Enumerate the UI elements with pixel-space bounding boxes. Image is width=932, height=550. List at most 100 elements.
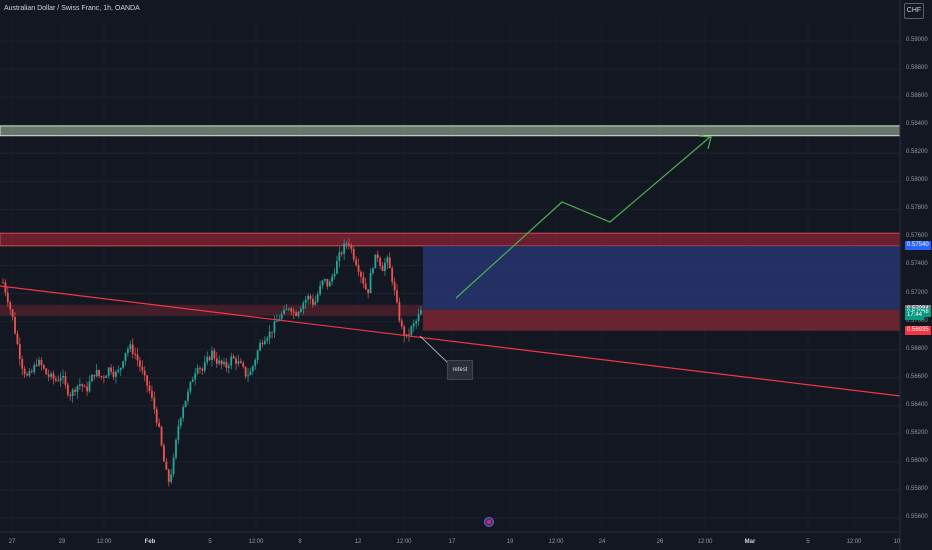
candle-body (165, 461, 168, 470)
time-tick-label: 12:00 (248, 539, 264, 545)
candle-body (158, 422, 161, 427)
candle-body (290, 308, 293, 312)
candle-body (319, 285, 322, 295)
candle-body (343, 243, 346, 254)
candle-body (182, 407, 185, 419)
candle-body (213, 350, 216, 359)
candle-body (42, 365, 45, 369)
candle-body (33, 365, 36, 373)
candle-body (54, 378, 57, 381)
candle-body (384, 262, 386, 271)
candle-body (52, 373, 55, 379)
candle-body (194, 373, 197, 380)
candle-body (340, 252, 343, 254)
time-tick-label: 26 (656, 539, 664, 545)
projection-arrow (455, 136, 711, 299)
time-tick-label: 24 (598, 539, 606, 545)
candle-body (237, 361, 240, 364)
candle-body (163, 445, 165, 462)
candle-body (153, 397, 156, 410)
candle-body (196, 367, 199, 374)
candle-body (66, 384, 69, 395)
candle-body (299, 308, 302, 313)
candle-body (369, 273, 372, 294)
candle-body (287, 308, 290, 310)
price-tick-label: 0.56000 (906, 457, 928, 464)
time-tick-label: 27 (8, 539, 16, 545)
candle-body (14, 317, 16, 334)
price-tick-label: 0.56600 (906, 373, 928, 380)
time-tick-label: 8 (298, 539, 302, 545)
replay-marker-icon[interactable] (484, 517, 494, 527)
candle-body (376, 254, 379, 259)
candle-body (23, 368, 26, 375)
candle-body (249, 371, 252, 376)
candle-body (345, 243, 348, 245)
candle-body (179, 418, 182, 426)
candle-body (172, 457, 175, 475)
target-zone (423, 245, 900, 310)
candle-body (410, 326, 413, 335)
candle-body (115, 371, 117, 377)
candle-body (379, 258, 382, 266)
candle-body (141, 366, 144, 371)
time-tick-label: 17 (448, 539, 456, 545)
candle-body (285, 308, 288, 310)
candle-body (110, 367, 113, 372)
candle-body (273, 321, 276, 333)
candle-body (348, 243, 350, 246)
candle-body (244, 366, 247, 377)
candle-body (83, 386, 86, 388)
candle-body (350, 245, 353, 249)
candle-body (254, 359, 257, 367)
candle-body (199, 367, 201, 369)
candle-body (146, 375, 149, 386)
candle-body (201, 368, 204, 371)
candle-body (302, 302, 305, 309)
candle-body (30, 371, 33, 373)
retest-annotation[interactable]: retest (447, 360, 473, 380)
resistance-zone (0, 125, 901, 137)
supply-zone (0, 232, 901, 247)
candle-body (415, 320, 418, 324)
candle-body (203, 362, 206, 371)
candle-body (50, 373, 52, 377)
price-tick-label: 0.57000 (906, 317, 928, 324)
candle-body (93, 374, 96, 377)
candle-body (307, 295, 309, 300)
candle-body (326, 278, 329, 287)
candle-body (381, 265, 384, 271)
candle-body (112, 371, 115, 377)
candle-body (2, 282, 4, 284)
price-tick-label: 0.57600 (906, 233, 928, 240)
candle-body (338, 252, 341, 261)
candle-body (261, 342, 264, 345)
price-tick-label: 0.57200 (906, 289, 928, 296)
candle-body (357, 265, 360, 272)
candle-body (328, 281, 331, 287)
candle-body (275, 320, 278, 322)
candle-body (76, 385, 79, 392)
candle-body (225, 361, 228, 368)
candle-body (215, 358, 218, 364)
candlestick-series (2, 238, 422, 487)
candle-body (230, 356, 233, 366)
candle-body (28, 371, 31, 376)
candle-body (16, 333, 19, 345)
price-tick-label: 0.57400 (906, 261, 928, 268)
candle-body (374, 254, 377, 269)
currency-button[interactable]: CHF (904, 3, 924, 19)
symbol-title: Australian Dollar / Swiss Franc, 1h, OAN… (4, 5, 140, 12)
candle-body (189, 381, 192, 392)
candle-body (333, 273, 336, 277)
candle-body (148, 385, 151, 391)
candle-body (266, 338, 269, 341)
arrow-head-icon (698, 135, 712, 150)
candle-body (90, 374, 93, 382)
candle-body (78, 384, 81, 386)
candle-body (98, 369, 100, 377)
time-tick-label: 19 (506, 539, 514, 545)
time-tick-label: Feb (144, 539, 156, 545)
time-tick-label: 12:00 (96, 539, 112, 545)
